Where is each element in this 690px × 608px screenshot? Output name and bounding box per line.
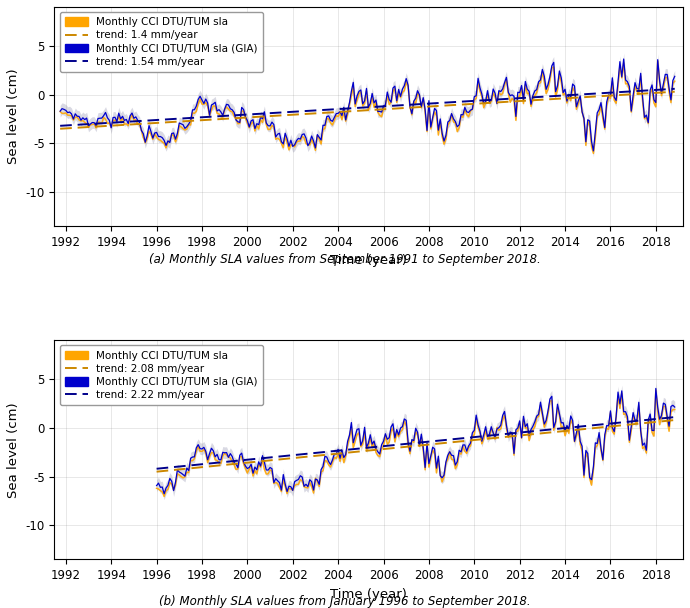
Y-axis label: Sea level (cm): Sea level (cm) — [7, 402, 20, 497]
Text: (a) Monthly SLA values from September 1991 to September 2018.: (a) Monthly SLA values from September 19… — [149, 253, 541, 266]
X-axis label: Time (year): Time (year) — [331, 254, 407, 268]
X-axis label: Time (year): Time (year) — [331, 588, 407, 601]
Legend: Monthly CCI DTU/TUM sla, trend: 1.4 mm/year, Monthly CCI DTU/TUM sla (GIA), tren: Monthly CCI DTU/TUM sla, trend: 1.4 mm/y… — [59, 12, 263, 72]
Legend: Monthly CCI DTU/TUM sla, trend: 2.08 mm/year, Monthly CCI DTU/TUM sla (GIA), tre: Monthly CCI DTU/TUM sla, trend: 2.08 mm/… — [59, 345, 263, 405]
Text: (b) Monthly SLA values from January 1996 to September 2018.: (b) Monthly SLA values from January 1996… — [159, 595, 531, 608]
Y-axis label: Sea level (cm): Sea level (cm) — [7, 69, 20, 164]
